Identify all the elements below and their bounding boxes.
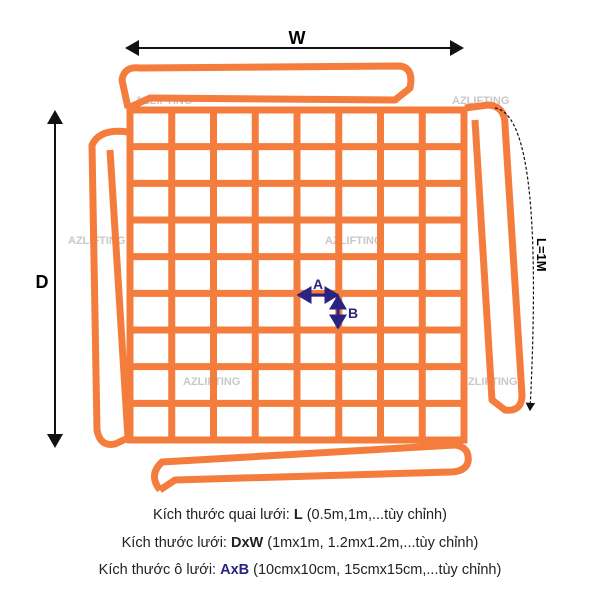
cell-width-label: A xyxy=(313,276,323,292)
watermark: AZLIFTING xyxy=(325,235,382,247)
net-grid xyxy=(126,106,468,444)
cell-height-label: B xyxy=(348,305,358,321)
top-loop xyxy=(118,62,415,112)
caption-net-size: Kích thước lưới: DxW (1mx1m, 1.2mx1.2m,.… xyxy=(121,535,479,551)
left-loop xyxy=(88,127,132,448)
caption-cell-size: Kích thước ô lưới: AxB (10cmx10cm, 15cmx… xyxy=(98,562,502,578)
bottom-loop xyxy=(151,441,472,493)
caption-loop-size: Kích thước quai lưới: L (0.5m,1m,...tùy … xyxy=(153,507,447,523)
right-loop xyxy=(464,101,526,414)
loop-length-arrow xyxy=(494,107,536,412)
depth-label: D xyxy=(36,272,49,292)
width-label: W xyxy=(289,28,306,48)
loop-length-label: L=1M xyxy=(534,238,549,272)
